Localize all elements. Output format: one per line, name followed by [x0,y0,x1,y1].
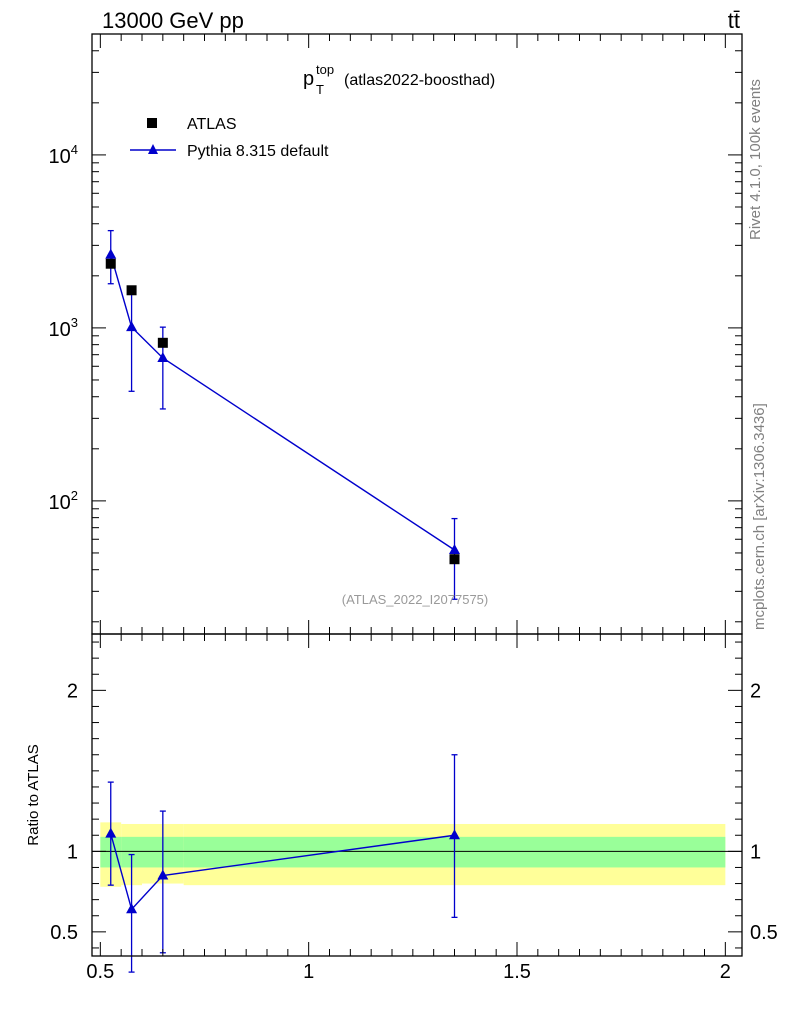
atlas-data-point [105,258,116,269]
plot-title: p top T (atlas2022-boosthad) [303,62,495,97]
y-tick-label: 102 [49,488,78,514]
x-tick-label: 2 [720,961,731,983]
plot-title-suffix: (atlas2022-boosthad) [344,72,495,89]
pythia-data-point [126,321,138,332]
plot-title-main: p [303,68,314,90]
header-right-title: tt̄ [728,8,740,33]
ratio-frame [91,633,743,957]
ratio-ticks: 0.5 0.5 1 1 2 2 0.5 1 1.5 2 [50,634,778,983]
ratio-y-tick-label-right: 2 [750,680,761,702]
ratio-data-point [126,903,138,914]
ratio-bands [100,822,726,887]
atlas-data-point [449,554,460,565]
plot-title-subscript: T [316,82,324,97]
atlas-data-point [157,337,168,348]
main-content [105,229,460,600]
ratio-y-tick-label-left: 0.5 [50,922,78,944]
atlas-data-point [126,285,137,296]
x-tick-label: 0.5 [86,961,114,983]
legend-label-atlas: ATLAS [187,116,237,133]
ratio-y-tick-label-right: 1 [750,841,761,863]
main-panel: 102 103 104 [49,33,743,635]
analysis-label: (ATLAS_2022_I2077575) [342,592,488,607]
ratio-panel: 0.5 0.5 1 1 2 2 0.5 1 1.5 2 [50,633,778,983]
x-tick-label: 1 [303,961,314,983]
ratio-data-point [449,829,460,840]
ratio-ylabel: Ratio to ATLAS [25,744,42,845]
ratio-data-point [105,827,117,838]
y-tick-label: 104 [49,142,78,168]
legend: ATLAS Pythia 8.315 default [130,116,329,160]
ratio-band-inner [121,836,142,868]
rivet-label: Rivet 4.1.0, 100k events [747,79,764,240]
pythia-data-point [105,248,117,259]
pythia-line [110,254,455,551]
legend-label-pythia: Pythia 8.315 default [187,143,329,160]
ratio-data-point [157,869,169,880]
ratio-line [110,833,455,911]
legend-marker-atlas [147,118,157,128]
plot-title-superscript: top [316,62,334,77]
header-left-title: 13000 GeV pp [102,8,244,33]
ratio-content [105,754,460,973]
ratio-y-tick-label-left: 1 [67,841,78,863]
source-label: mcplots.cern.ch [arXiv:1306.3436] [751,403,768,630]
ratio-y-tick-label-left: 2 [67,680,78,702]
legend-marker-pythia [148,144,158,154]
main-ticks: 102 103 104 [49,33,742,634]
pythia-data-point [157,351,169,362]
y-tick-label: 103 [49,315,78,341]
pythia-data-point [449,544,460,555]
ratio-y-tick-label-right: 0.5 [750,922,778,944]
x-tick-label: 1.5 [503,961,531,983]
